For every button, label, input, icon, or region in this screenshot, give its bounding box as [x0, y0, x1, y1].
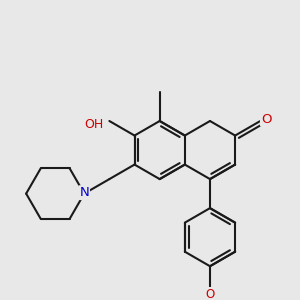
Text: O: O: [206, 288, 214, 300]
Text: N: N: [80, 186, 89, 199]
Text: OH: OH: [84, 118, 104, 131]
Text: O: O: [261, 112, 271, 126]
